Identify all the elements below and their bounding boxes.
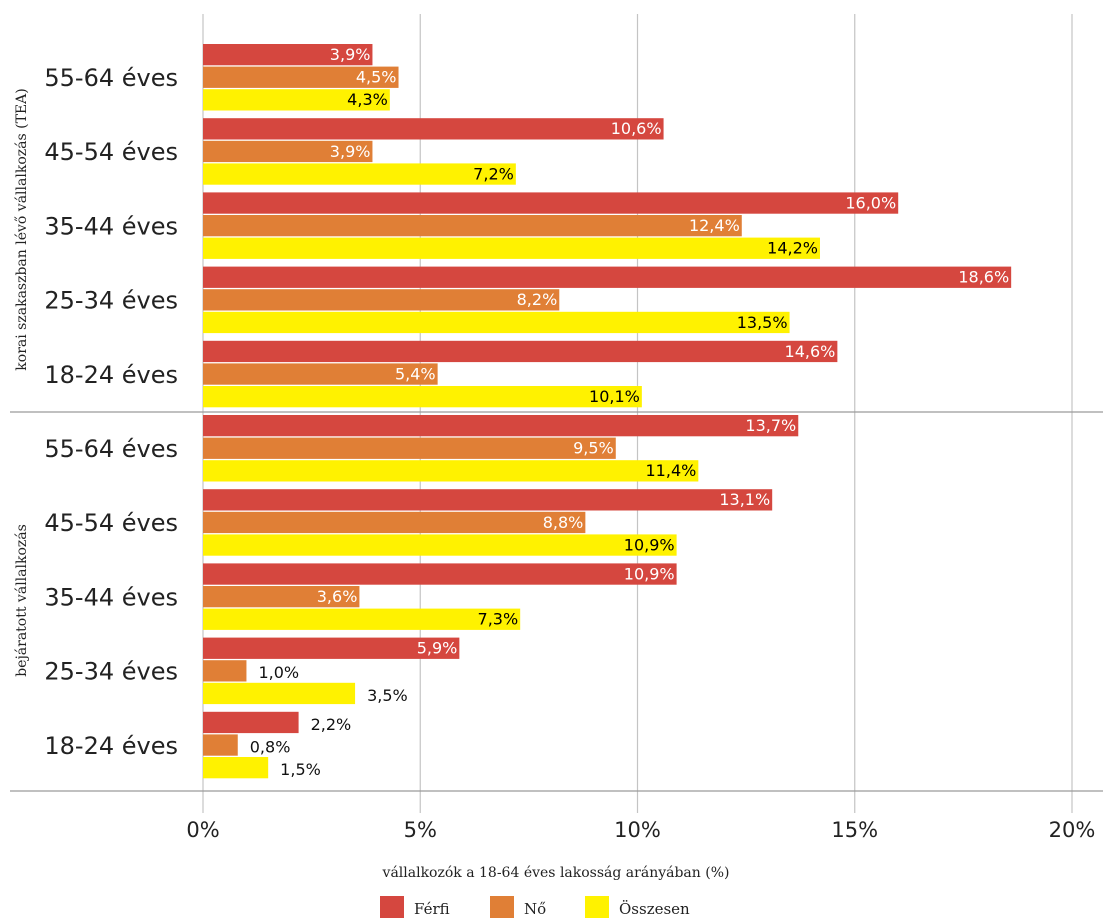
data-label: 12,4%: [689, 216, 740, 235]
data-label: 3,5%: [367, 686, 408, 705]
legend-label: Összesen: [619, 900, 690, 918]
axes: 0% 5% 10% 15% 20%: [10, 411, 1103, 842]
bar: [203, 44, 373, 66]
bar: [203, 89, 390, 111]
legend-swatch: [380, 896, 404, 918]
category-label: 25-34 éves: [44, 658, 178, 686]
data-label: 10,1%: [589, 387, 640, 406]
x-axis-label: vállalkozók a 18-64 éves lakosság arányá…: [382, 865, 730, 881]
data-label: 5,9%: [417, 639, 458, 658]
data-label: 8,8%: [543, 513, 584, 532]
legend-label: Nő: [524, 900, 546, 918]
group-labels: korai szakaszban lévő vállalkozás (TEA) b…: [14, 88, 30, 677]
bar: [203, 660, 247, 682]
data-label: 16,0%: [845, 193, 896, 212]
data-label: 4,3%: [347, 90, 388, 109]
bar: [203, 757, 269, 779]
bar: [203, 734, 238, 756]
data-label: 13,7%: [745, 416, 796, 435]
data-label: 13,1%: [719, 490, 770, 509]
bar: [203, 489, 773, 511]
data-label: 18,6%: [958, 268, 1009, 287]
group-label: korai szakaszban lévő vállalkozás (TEA): [14, 88, 30, 370]
data-label: 1,0%: [258, 663, 299, 682]
bar: [203, 163, 516, 185]
bar: [203, 608, 521, 630]
data-label: 4,5%: [356, 68, 397, 87]
data-label: 8,2%: [517, 290, 558, 309]
category-label: 35-44 éves: [44, 212, 178, 240]
data-label: 7,3%: [478, 610, 519, 629]
bar: [203, 66, 399, 88]
category-label: 45-54 éves: [44, 138, 178, 166]
bar: [203, 140, 373, 163]
legend: Férfi Nő Összesen: [380, 896, 690, 918]
data-label: 7,2%: [473, 164, 514, 183]
category-label: 55-64 éves: [44, 64, 178, 92]
data-label: 10,9%: [624, 535, 675, 554]
category-labels: 55-64 éves 45-54 éves 35-44 éves 25-34 éves…: [44, 64, 178, 760]
bar: [203, 340, 838, 363]
bar: [203, 192, 899, 214]
data-label: 9,5%: [573, 439, 614, 458]
bar: [203, 386, 642, 408]
bar: [203, 289, 560, 311]
bar: [203, 415, 799, 437]
data-label: 3,9%: [330, 45, 371, 64]
data-label: 1,5%: [280, 760, 321, 779]
data-label: 2,2%: [311, 715, 352, 734]
data-label: 3,9%: [330, 142, 371, 161]
bar: [203, 311, 790, 334]
bar: [203, 266, 1012, 288]
data-label: 5,4%: [395, 364, 436, 383]
data-label: 0,8%: [250, 737, 291, 756]
data-label: 11,4%: [646, 461, 697, 480]
category-label: 18-24 éves: [44, 361, 178, 389]
bar: [203, 534, 677, 556]
bar: [203, 711, 299, 734]
bar: [203, 363, 438, 385]
legend-swatch: [585, 896, 609, 918]
x-tick-label: 0%: [186, 818, 219, 842]
bar: [203, 637, 460, 659]
data-label: 3,6%: [317, 587, 358, 606]
bar: [203, 118, 664, 140]
category-label: 25-34 éves: [44, 287, 178, 315]
x-tick-label: 10%: [614, 818, 661, 842]
bar: [203, 682, 356, 705]
category-label: 35-44 éves: [44, 583, 178, 611]
bar: [203, 511, 586, 534]
bar: [203, 460, 699, 482]
category-label: 45-54 éves: [44, 509, 178, 537]
data-label: 14,2%: [767, 239, 818, 258]
bar: [203, 586, 360, 608]
group-label: bejáratott vállalkozás: [14, 524, 30, 677]
x-tick-label: 15%: [831, 818, 878, 842]
data-label: 14,6%: [785, 342, 836, 361]
legend-label: Férfi: [414, 900, 450, 918]
data-label: 13,5%: [737, 313, 788, 332]
bar: [203, 215, 742, 237]
bars: 3,9% 4,5% 4,3% 10,6% 3,9% 7,2% 16,0% 12,4% 14,2%…: [203, 44, 1012, 779]
x-tick-label: 5%: [404, 818, 437, 842]
data-label: 10,9%: [624, 564, 675, 583]
bar: [203, 563, 677, 585]
category-label: 18-24 éves: [44, 732, 178, 760]
legend-swatch: [490, 896, 514, 918]
data-label: 10,6%: [611, 119, 662, 138]
x-tick-label: 20%: [1049, 818, 1096, 842]
category-label: 55-64 éves: [44, 435, 178, 463]
bar: [203, 437, 616, 459]
bar: [203, 237, 820, 259]
